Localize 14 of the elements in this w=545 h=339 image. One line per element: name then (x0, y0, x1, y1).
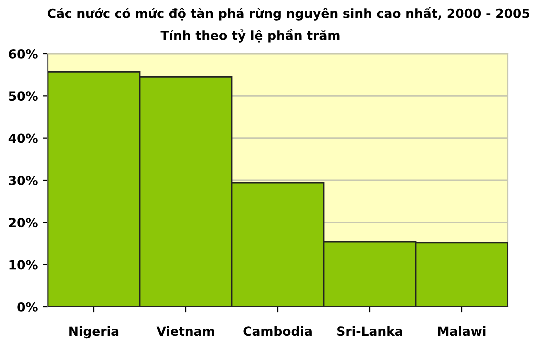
x-tick-label: Nigeria (70, 326, 119, 339)
y-tick-label: 30% (9, 176, 38, 186)
y-tick-label: 20% (9, 218, 38, 228)
x-tick-label: Vietnam (156, 326, 214, 336)
x-tick-label: Malawi (438, 326, 486, 336)
chart-title: Các nước có mức độ tàn phá rừng nguyên sinh cao nhất, 2000 - 2005 (48, 7, 530, 21)
y-tick-label: 10% (10, 260, 38, 270)
x-tick-label: Cambodia (244, 326, 312, 336)
x-tick-label: Sri-Lanka (338, 326, 402, 336)
y-tick-label: 50% (9, 92, 38, 102)
y-tick-label: 40% (8, 134, 38, 144)
chart-subtitle: Tính theo tỷ lệ phần trăm (160, 29, 340, 43)
y-tick-label: 0% (18, 302, 38, 312)
y-tick-label: 60% (9, 49, 38, 59)
